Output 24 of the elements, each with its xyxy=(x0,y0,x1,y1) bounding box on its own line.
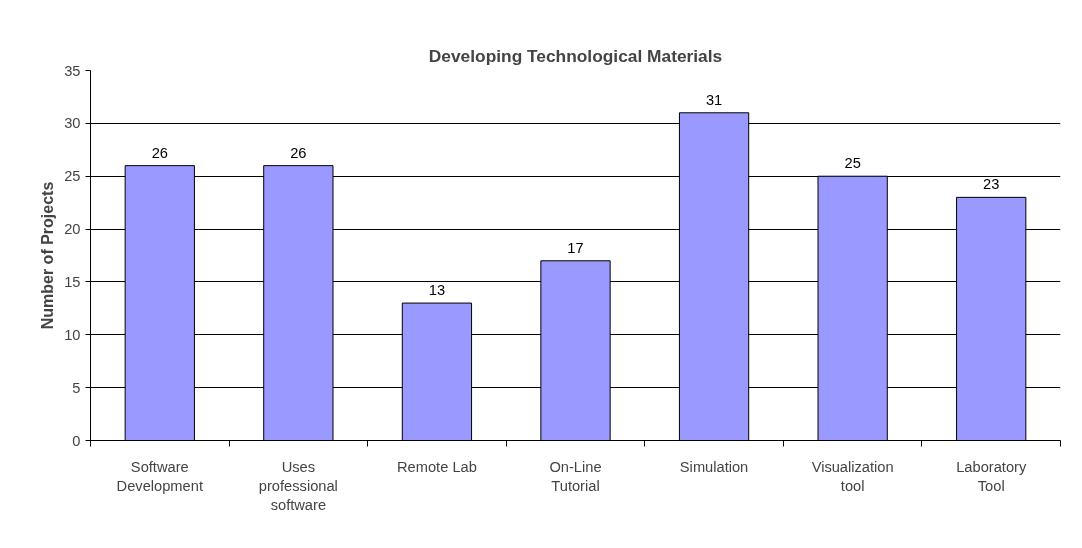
y-tick-label: 30 xyxy=(64,115,81,132)
x-tick-label: Uses professional software xyxy=(258,458,338,513)
y-tick-label: 25 xyxy=(64,168,81,185)
x-tick-label: Remote Lab xyxy=(397,458,477,475)
data-label: 26 xyxy=(151,144,168,161)
x-tick-label: Simulation xyxy=(679,458,749,475)
y-axis-title: Number of Projects xyxy=(39,181,57,330)
x-tick-label: On-Line Tutorial xyxy=(549,458,602,494)
data-label: 26 xyxy=(290,144,307,161)
x-tick-label: Visualization tool xyxy=(811,458,894,494)
x-tick-label: Laboratory Tool xyxy=(956,458,1027,494)
data-label: 31 xyxy=(705,91,723,108)
chart-title: Developing Technological Materials xyxy=(428,45,723,66)
data-label: 25 xyxy=(844,155,861,172)
data-label: 17 xyxy=(567,239,584,256)
x-tick-label: Software Development xyxy=(116,458,203,494)
y-tick-label: 0 xyxy=(72,432,81,449)
y-tick-label: 10 xyxy=(64,326,81,343)
y-tick-label: 5 xyxy=(72,379,81,396)
y-tick-label: 15 xyxy=(64,273,81,290)
y-tick-label: 20 xyxy=(64,221,81,238)
data-label: 23 xyxy=(983,176,1000,193)
data-label: 13 xyxy=(428,282,446,299)
y-tick-label: 35 xyxy=(64,62,81,79)
